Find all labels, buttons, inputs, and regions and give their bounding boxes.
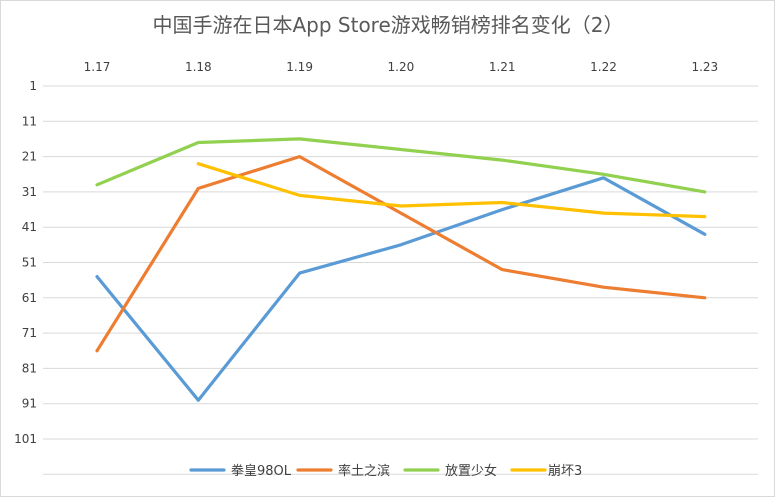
series-line-1: [95, 155, 707, 353]
y-tick-label: 61: [22, 291, 37, 305]
legend-label: 拳皇98OL: [231, 463, 292, 479]
series-line-3: [196, 162, 707, 219]
x-axis-ticks: 1.17 1.18 1.19 1.20 1.21 1.22 1.23: [84, 60, 719, 74]
y-tick-label: 11: [22, 114, 37, 128]
y-tick-label: 51: [22, 256, 37, 270]
y-tick-label: 91: [22, 397, 37, 411]
chart-title: 中国手游在日本App Store游戏畅销榜排名变化（2）: [152, 13, 623, 37]
y-tick-label: 1: [29, 79, 37, 93]
x-tick-label: 1.19: [286, 60, 313, 74]
series-lines: [95, 137, 707, 402]
y-tick-label: 31: [22, 185, 37, 199]
y-tick-label: 71: [22, 326, 37, 340]
x-tick-label: 1.20: [388, 60, 415, 74]
series-line-0: [95, 176, 707, 402]
y-tick-label: 101: [14, 432, 37, 446]
y-tick-label: 81: [22, 361, 37, 375]
legend-label: 放置少女: [445, 463, 497, 479]
y-tick-label: 41: [22, 220, 37, 234]
x-tick-label: 1.21: [489, 60, 516, 74]
x-tick-label: 1.18: [185, 60, 212, 74]
legend-label: 率土之滨: [338, 463, 390, 479]
series-line-2: [95, 137, 707, 194]
legend: 拳皇98OL 率土之滨 放置少女 崩坏3: [189, 463, 582, 479]
gridlines: [43, 85, 758, 475]
x-tick-label: 1.17: [84, 60, 111, 74]
x-tick-label: 1.23: [691, 60, 718, 74]
y-tick-label: 21: [22, 150, 37, 164]
legend-label: 崩坏3: [548, 464, 582, 479]
x-tick-label: 1.22: [590, 60, 617, 74]
